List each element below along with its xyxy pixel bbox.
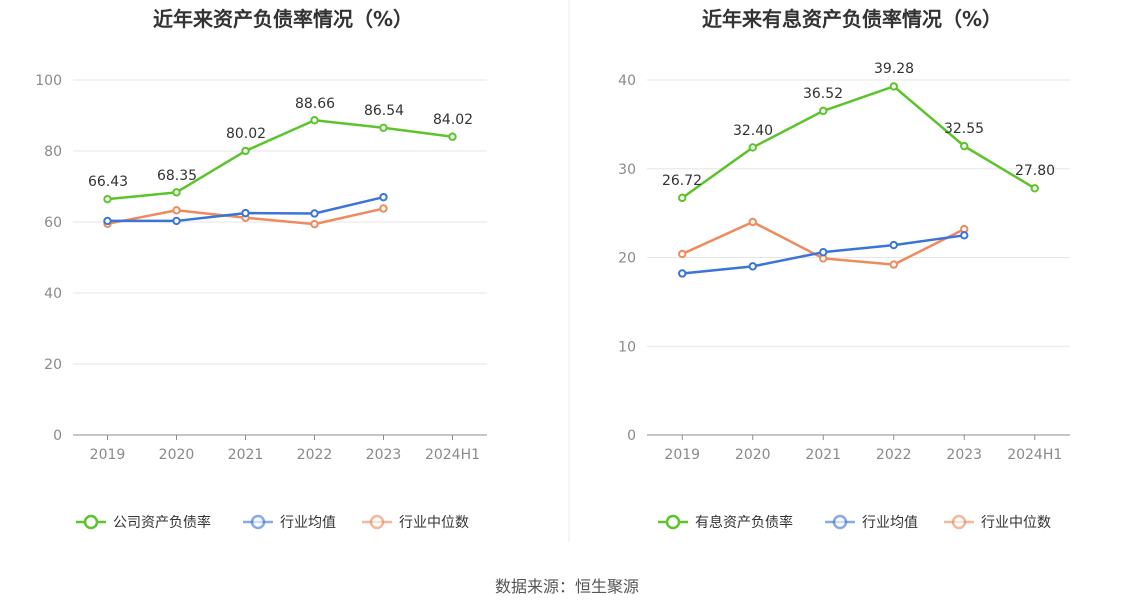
y-tick-label: 40 bbox=[618, 73, 636, 89]
data-point bbox=[310, 209, 319, 218]
data-point bbox=[241, 146, 250, 156]
x-tick-label: 2020 bbox=[159, 447, 195, 463]
y-tick-label: 100 bbox=[35, 73, 62, 89]
data-point bbox=[103, 216, 112, 226]
data-point bbox=[172, 206, 181, 215]
y-tick-label: 80 bbox=[44, 144, 62, 160]
data-point bbox=[379, 192, 388, 202]
x-tick-label: 2022 bbox=[876, 447, 912, 463]
legend-label: 公司资产负债率 bbox=[113, 514, 211, 531]
data-label: 66.43 bbox=[88, 174, 128, 190]
data-point bbox=[678, 269, 687, 278]
data-point bbox=[960, 141, 969, 151]
data-point bbox=[748, 217, 757, 227]
data-point bbox=[889, 240, 898, 250]
x-tick-label: 2021 bbox=[228, 447, 264, 463]
y-tick-label: 30 bbox=[618, 162, 636, 178]
legend-label: 行业均值 bbox=[280, 515, 336, 531]
x-tick-label: 2019 bbox=[90, 447, 126, 463]
data-point bbox=[748, 262, 757, 271]
data-point bbox=[379, 123, 388, 132]
data-label: 32.55 bbox=[944, 121, 984, 137]
legend-marker-icon bbox=[832, 514, 848, 530]
legend-label: 行业均值 bbox=[862, 515, 918, 531]
data-point bbox=[1030, 184, 1039, 193]
x-tick-label: 2023 bbox=[946, 447, 982, 463]
data-point bbox=[678, 193, 687, 203]
legend-marker-icon bbox=[83, 514, 99, 530]
x-tick-label: 2020 bbox=[735, 447, 771, 463]
series-line bbox=[681, 85, 1036, 199]
legend-label: 行业中位数 bbox=[981, 515, 1051, 531]
legend-marker-icon bbox=[665, 514, 681, 530]
legend-marker-icon bbox=[951, 514, 967, 530]
legend-label: 有息资产负债率 bbox=[695, 514, 793, 531]
data-point bbox=[241, 208, 250, 218]
data-label: 27.80 bbox=[1015, 163, 1055, 179]
data-point bbox=[310, 116, 319, 125]
data-point bbox=[103, 194, 112, 204]
data-label: 32.40 bbox=[733, 123, 773, 139]
source-label: 数据来源：恒生聚源 bbox=[495, 577, 639, 596]
data-label: 36.52 bbox=[803, 86, 843, 102]
series-line bbox=[107, 119, 453, 201]
data-point bbox=[678, 249, 687, 259]
y-tick-label: 0 bbox=[627, 428, 636, 444]
x-tick-label: 2024H1 bbox=[425, 447, 480, 463]
data-label: 39.28 bbox=[874, 61, 914, 77]
x-tick-label: 2022 bbox=[297, 447, 333, 463]
data-point bbox=[172, 188, 181, 197]
y-tick-label: 10 bbox=[618, 339, 636, 355]
y-tick-label: 20 bbox=[44, 357, 62, 373]
legend-marker-icon bbox=[369, 514, 385, 530]
data-point bbox=[748, 143, 757, 152]
data-label: 68.35 bbox=[157, 168, 197, 184]
chart-title: 近年来资产负债率情况（%） bbox=[153, 7, 413, 31]
data-point bbox=[960, 231, 969, 240]
data-label: 80.02 bbox=[226, 126, 266, 142]
data-point bbox=[889, 260, 898, 269]
data-point bbox=[310, 219, 319, 229]
chart-title: 近年来有息资产负债率情况（%） bbox=[702, 7, 1002, 31]
data-label: 84.02 bbox=[433, 112, 473, 128]
data-point bbox=[172, 216, 181, 226]
x-tick-label: 2023 bbox=[366, 447, 402, 463]
data-label: 26.72 bbox=[662, 173, 702, 189]
data-point bbox=[379, 204, 388, 213]
y-tick-label: 60 bbox=[44, 215, 62, 231]
data-point bbox=[889, 82, 898, 91]
data-point bbox=[448, 132, 457, 141]
legend-label: 行业中位数 bbox=[399, 515, 469, 531]
legend-marker-icon bbox=[250, 514, 266, 530]
data-label: 86.54 bbox=[364, 103, 404, 119]
y-tick-label: 0 bbox=[53, 428, 62, 444]
y-tick-label: 20 bbox=[618, 251, 636, 267]
y-tick-label: 40 bbox=[44, 286, 62, 302]
data-point bbox=[819, 106, 828, 116]
data-point bbox=[819, 247, 828, 257]
x-tick-label: 2021 bbox=[805, 447, 841, 463]
x-tick-label: 2019 bbox=[664, 447, 700, 463]
data-label: 88.66 bbox=[295, 96, 335, 112]
x-tick-label: 2024H1 bbox=[1007, 447, 1062, 463]
